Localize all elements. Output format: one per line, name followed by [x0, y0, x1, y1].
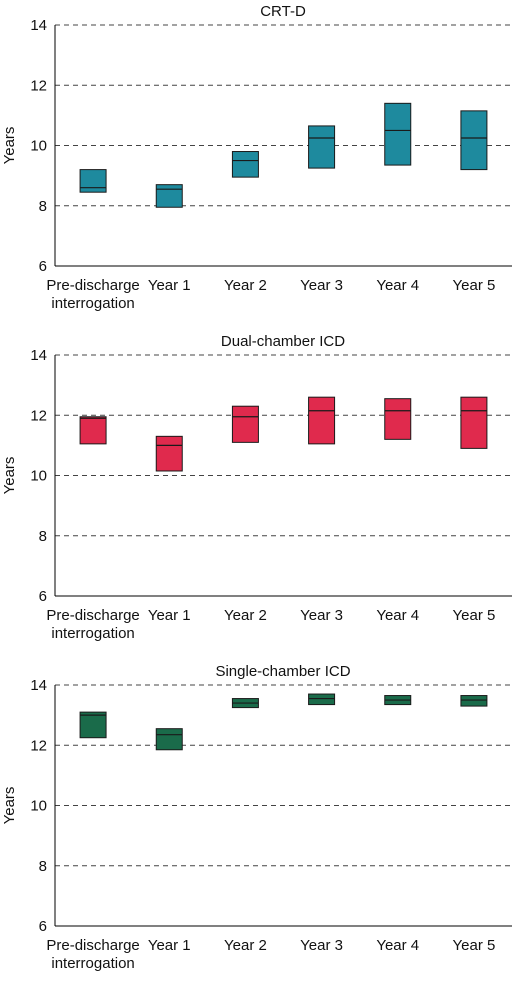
- x-tick-label: Year 3: [300, 607, 343, 624]
- x-tick-label: Year 2: [224, 937, 267, 954]
- x-tick-label: Year 5: [453, 937, 496, 954]
- chart-title: Single-chamber ICD: [215, 663, 350, 680]
- x-tick-label: Year 2: [224, 277, 267, 294]
- x-tick-label: Year 5: [453, 607, 496, 624]
- chart-svg-crt-d: CRT-D 6 8 10 12 14 Years Pre-dischargeinterroga…: [1, 3, 512, 312]
- box-mark: [460, 110, 488, 171]
- chart-svg-single-chamber-icd: Single-chamber ICD 6 8 10 12 14 Years Pre-disch…: [1, 663, 512, 972]
- chart-panel-crt-d: CRT-D 6 8 10 12 14 Years Pre-discharge interroga…: [0, 0, 520, 325]
- x-tick-label: Year 1: [148, 937, 191, 954]
- box-mark: [460, 695, 488, 707]
- x-tick-label: Year 5: [453, 277, 496, 294]
- y-tick-label: 6: [39, 258, 47, 275]
- box-mark: [79, 711, 107, 739]
- box-mark: [155, 184, 183, 208]
- y-tick-label: 12: [30, 737, 47, 754]
- box-mark: [79, 169, 107, 193]
- box-mark: [308, 396, 336, 445]
- box-mark: [384, 398, 412, 440]
- y-tick-label: 14: [30, 347, 47, 364]
- y-axis-label: Years: [1, 127, 18, 165]
- chart-panel-dual-chamber-icd: Dual-chamber ICD 6 8 10 12 14 Years Pre-dischar…: [0, 330, 520, 655]
- y-tick-label: 8: [39, 198, 47, 215]
- box-mark: [384, 102, 412, 166]
- x-tick-label: Year 2: [224, 607, 267, 624]
- x-tick-label: Pre-discharge: [46, 937, 139, 954]
- x-tick-label: Pre-discharge: [46, 607, 139, 624]
- y-tick-label: 10: [30, 798, 47, 815]
- y-tick-label: 12: [30, 407, 47, 424]
- y-tick-label: 14: [30, 17, 47, 34]
- x-tick-label: interrogation: [51, 625, 134, 642]
- chart-panel-single-chamber-icd: Single-chamber ICD 6 8 10 12 14 Years Pre-disch…: [0, 660, 520, 985]
- box-mark: [460, 396, 488, 449]
- x-tick-label: interrogation: [51, 295, 134, 312]
- y-tick-label: 6: [39, 588, 47, 605]
- y-tick-label: 12: [30, 77, 47, 94]
- box-mark: [231, 405, 259, 443]
- x-tick-label: Year 3: [300, 277, 343, 294]
- box-mark: [231, 151, 259, 178]
- box-mark: [79, 416, 107, 445]
- x-tick-label: Year 4: [376, 607, 419, 624]
- box-mark: [308, 693, 336, 706]
- x-tick-label: Year 4: [376, 937, 419, 954]
- x-tick-label: interrogation: [51, 955, 134, 972]
- box-mark: [155, 728, 183, 751]
- y-tick-label: 8: [39, 528, 47, 545]
- y-axis-label: Years: [1, 457, 18, 495]
- box-mark: [308, 125, 336, 169]
- x-tick-label: Year 1: [148, 277, 191, 294]
- chart-title: CRT-D: [260, 3, 306, 20]
- y-tick-label: 10: [30, 138, 47, 155]
- x-tick-label: Year 3: [300, 937, 343, 954]
- chart-svg-dual-chamber-icd: Dual-chamber ICD 6 8 10 12 14 Years Pre-dischar…: [1, 333, 512, 642]
- y-tick-label: 8: [39, 858, 47, 875]
- y-tick-label: 10: [30, 468, 47, 485]
- y-axis-label: Years: [1, 787, 18, 825]
- x-tick-label: Year 4: [376, 277, 419, 294]
- y-tick-label: 6: [39, 918, 47, 935]
- y-tick-label: 14: [30, 677, 47, 694]
- x-tick-label: Year 1: [148, 607, 191, 624]
- chart-title: Dual-chamber ICD: [221, 333, 345, 350]
- x-tick-label: Pre-discharge: [46, 277, 139, 294]
- box-mark: [155, 435, 183, 472]
